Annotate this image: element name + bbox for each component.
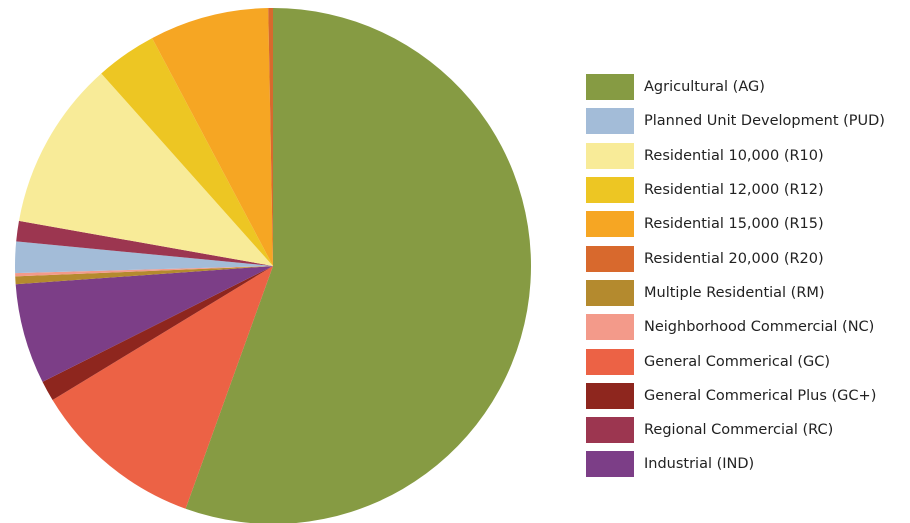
pie-slice <box>268 8 273 266</box>
pie-slice <box>152 8 273 267</box>
legend-swatch <box>586 417 634 444</box>
pie-slice <box>42 266 273 401</box>
legend-swatch <box>586 314 634 341</box>
legend-swatch <box>586 279 634 306</box>
legend-label: Residential 10,000 (R10) <box>644 147 824 164</box>
legend-swatch <box>586 74 634 101</box>
legend-label: Residential 20,000 (R20) <box>644 250 824 267</box>
legend-label: Residential 15,000 (R15) <box>644 216 824 233</box>
legend-swatch <box>586 142 634 169</box>
legend-label: General Commerical Plus (GC+) <box>644 387 877 404</box>
legend-swatch <box>586 177 634 204</box>
legend-item: Residential 12,000 (R12) <box>586 173 885 207</box>
legend-label: Industrial (IND) <box>644 456 755 473</box>
legend-item: Industrial (IND) <box>586 447 885 481</box>
pie-slice <box>185 8 531 523</box>
pie-slice <box>101 38 273 266</box>
legend-swatch <box>586 348 634 375</box>
legend-swatch <box>586 108 634 135</box>
legend-item: General Commerical Plus (GC+) <box>586 379 885 413</box>
legend-label: Multiple Residential (RM) <box>644 284 825 301</box>
pie-slice <box>15 266 273 285</box>
legend-item: Regional Commercial (RC) <box>586 413 885 447</box>
legend-item: Residential 10,000 (R10) <box>586 139 885 173</box>
legend-swatch <box>586 211 634 238</box>
legend-swatch <box>586 382 634 409</box>
legend-item: Planned Unit Development (PUD) <box>586 104 885 138</box>
legend: Agricultural (AG) Planned Unit Developmen… <box>586 70 885 482</box>
pie-slice <box>15 266 273 277</box>
legend-label: Regional Commercial (RC) <box>644 422 834 439</box>
legend-label: General Commerical (GC) <box>644 353 831 370</box>
legend-swatch <box>586 245 634 272</box>
legend-item: Residential 15,000 (R15) <box>586 207 885 241</box>
pie-slice <box>52 266 273 509</box>
legend-item: Multiple Residential (RM) <box>586 276 885 310</box>
legend-label: Residential 12,000 (R12) <box>644 182 824 199</box>
legend-item: Neighborhood Commercial (NC) <box>586 310 885 344</box>
legend-item: Agricultural (AG) <box>586 70 885 104</box>
legend-label: Planned Unit Development (PUD) <box>644 113 885 130</box>
legend-label: Agricultural (AG) <box>644 79 765 96</box>
legend-item: Residential 20,000 (R20) <box>586 241 885 275</box>
legend-label: Neighborhood Commercial (NC) <box>644 319 875 336</box>
legend-item: General Commerical (GC) <box>586 344 885 378</box>
pie-slice <box>15 266 274 382</box>
legend-swatch <box>586 451 634 478</box>
pie-slice <box>18 73 273 266</box>
pie-slice <box>16 220 273 266</box>
pie-slice <box>14 241 273 274</box>
